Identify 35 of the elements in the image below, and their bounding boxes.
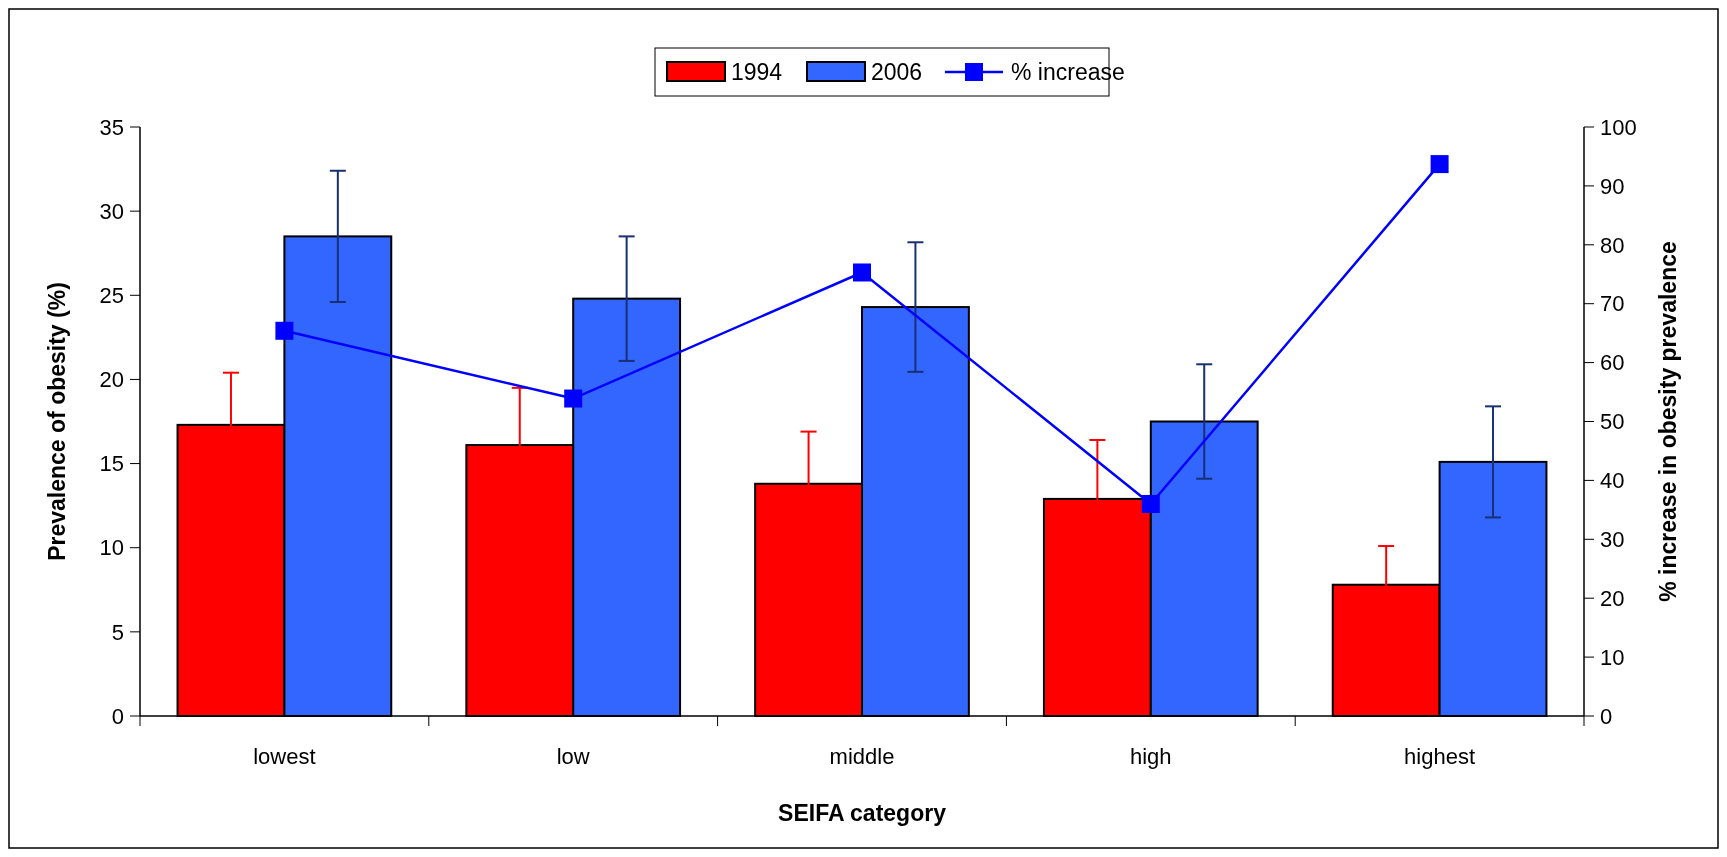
y2-tick-label: 70 — [1600, 291, 1625, 317]
y-tick-label: 5 — [111, 619, 124, 645]
y2-tick-label: 20 — [1600, 585, 1625, 611]
y-tick-label: 30 — [99, 198, 124, 224]
point — [1430, 155, 1449, 174]
y2-tick-label: 80 — [1600, 232, 1625, 258]
y2-tick-label: 50 — [1600, 409, 1625, 435]
y2-tick-label: 60 — [1600, 350, 1625, 376]
y-tick-label: 20 — [99, 367, 124, 393]
x-tick-label: lowest — [253, 744, 316, 769]
point — [1141, 494, 1160, 513]
legend-label: % increase — [1011, 59, 1125, 86]
y2-tick-label: 90 — [1600, 173, 1625, 199]
y2-axis-title: % increase in obesity prevalence — [1655, 241, 1681, 602]
x-tick-label: high — [1130, 744, 1172, 769]
y2-tick-label: 0 — [1600, 703, 1613, 729]
x-tick-label: highest — [1404, 744, 1476, 769]
y-axis-title: Prevalence of obesity (%) — [44, 282, 70, 561]
y2-tick-label: 30 — [1600, 527, 1625, 552]
y-tick-label: 35 — [99, 114, 124, 140]
y2-tick-label: 40 — [1600, 468, 1625, 494]
y-tick-label: 0 — [111, 703, 124, 729]
point — [564, 389, 583, 408]
legend-label: 2006 — [871, 59, 923, 86]
y-tick-label: 15 — [99, 451, 124, 477]
x-axis-title: SEIFA category — [778, 800, 947, 826]
x-tick-label: middle — [829, 744, 895, 769]
legend-label: 1994 — [731, 59, 783, 86]
point — [275, 321, 294, 340]
y-tick-label: 25 — [99, 282, 124, 308]
y-tick-label: 10 — [99, 535, 124, 561]
point — [853, 263, 871, 282]
y2-tick-label: 100 — [1600, 114, 1637, 140]
y2-tick-label: 10 — [1600, 644, 1625, 670]
x-tick-label: low — [556, 744, 590, 769]
